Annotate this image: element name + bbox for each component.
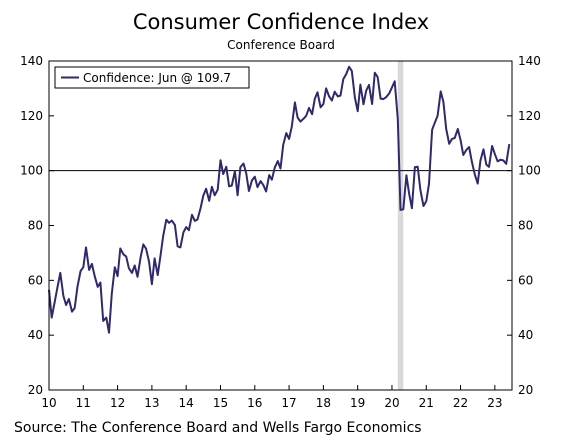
y-tick-label-right: 140 <box>518 54 541 68</box>
x-tick-label: 10 <box>41 396 56 410</box>
y-tick-label-left: 120 <box>20 109 43 123</box>
y-tick-label-left: 80 <box>28 219 43 233</box>
y-tick-label-right: 20 <box>518 383 533 397</box>
x-tick-label: 21 <box>419 396 434 410</box>
x-tick-label: 20 <box>384 396 399 410</box>
x-tick-label: 18 <box>316 396 331 410</box>
y-tick-label-left: 100 <box>20 164 43 178</box>
plot-frame <box>48 60 513 391</box>
y-tick-label-right: 60 <box>518 273 533 287</box>
y-tick-label-right: 100 <box>518 164 541 178</box>
x-tick-label: 14 <box>179 396 194 410</box>
legend-label: Confidence: Jun @ 109.7 <box>83 71 231 85</box>
x-tick-label: 19 <box>350 396 365 410</box>
legend-box <box>54 66 250 89</box>
x-tick-label: 13 <box>144 396 159 410</box>
x-tick-label: 11 <box>76 396 91 410</box>
y-tick-label-right: 80 <box>518 219 533 233</box>
x-tick-label: 17 <box>281 396 296 410</box>
series-line-confidence <box>48 65 511 334</box>
y-tick-label-left: 140 <box>20 54 43 68</box>
x-tick-label: 16 <box>247 396 262 410</box>
legend: Confidence: Jun @ 109.7 <box>54 66 250 89</box>
y-tick-label-left: 60 <box>28 273 43 287</box>
chart-title: Consumer Confidence Index <box>132 10 430 34</box>
y-tick-label-right: 40 <box>518 328 533 342</box>
x-tick-label: 12 <box>110 396 125 410</box>
y-tick-label-left: 40 <box>28 328 43 342</box>
recession-shading <box>397 61 404 390</box>
y-tick-label-left: 20 <box>28 383 43 397</box>
y-tick-label-right: 120 <box>518 109 541 123</box>
x-tick-label: 23 <box>487 396 502 410</box>
x-tick-label: 22 <box>453 396 468 410</box>
x-tick-label: 15 <box>213 396 228 410</box>
source-note: Source: The Conference Board and Wells F… <box>14 420 422 436</box>
chart-subtitle: Conference Board <box>227 38 335 52</box>
